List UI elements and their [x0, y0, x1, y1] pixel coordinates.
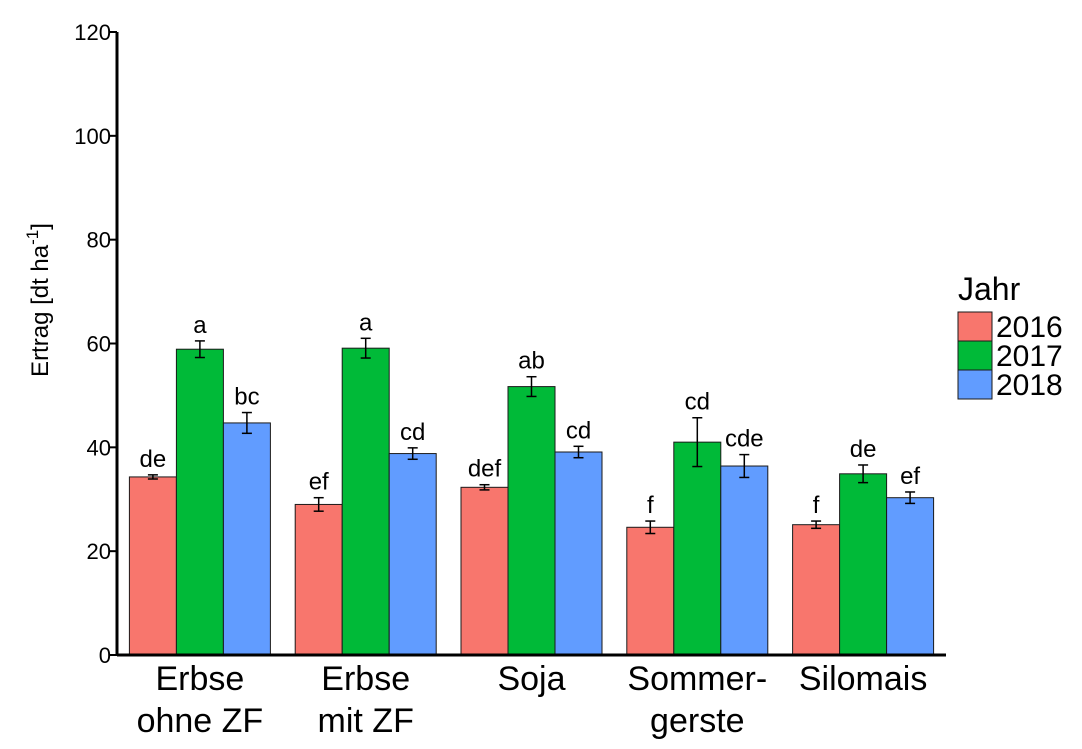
bars-layer: [128, 347, 935, 656]
legend-swatch: [957, 369, 993, 400]
y-tick-label: 60: [87, 332, 111, 357]
significance-letter: ab: [518, 348, 545, 375]
bar: [792, 524, 841, 656]
significance-letter: bc: [234, 384, 259, 411]
significance-letter: cde: [725, 426, 764, 453]
error-bars-layer: [147, 337, 916, 535]
legend-label: 2018: [996, 369, 1063, 402]
y-tick-label: 20: [87, 539, 111, 564]
significance-letter: de: [850, 436, 877, 463]
bar: [673, 441, 722, 656]
significance-letter: def: [468, 456, 502, 483]
significance-letter: cd: [566, 417, 591, 444]
significance-letter: cd: [685, 389, 710, 416]
significance-letter: f: [813, 492, 820, 519]
x-category-label: Erbse: [321, 660, 410, 698]
x-category-labels: Erbse ohne ZF Erbse mit ZF Soja Sommer-gerste…: [137, 660, 928, 740]
bar: [720, 465, 769, 656]
x-category-label: Erbse: [155, 660, 244, 698]
x-category-label: Sommer-: [627, 660, 767, 698]
significance-letter: a: [359, 309, 373, 336]
bar: [886, 497, 935, 656]
legend-title: Jahr: [958, 271, 1021, 307]
bar: [128, 476, 177, 656]
x-category-label: Silomais: [799, 660, 927, 698]
x-category-label: mit ZF: [318, 702, 414, 740]
y-tick-label: 0: [99, 643, 111, 668]
y-axis-title: Ertrag [dt ha-1]: [23, 223, 54, 377]
bar: [839, 473, 888, 656]
bar: [554, 451, 603, 656]
y-tick-label: 80: [87, 228, 111, 253]
x-category-label: gerste: [650, 702, 745, 740]
significance-letter: de: [140, 446, 167, 473]
bar: [341, 347, 390, 656]
y-ticks-layer: 0 20 40 60 80 100 120: [74, 20, 117, 668]
bar: [626, 526, 675, 656]
x-category-label: Soja: [497, 660, 565, 698]
bar: [388, 453, 437, 656]
legend-label: 2017: [996, 340, 1063, 373]
legend-label: 2016: [996, 311, 1063, 344]
bar: [460, 486, 509, 656]
y-tick-label: 100: [74, 124, 111, 149]
x-category-label: ohne ZF: [137, 702, 264, 740]
bar: [175, 348, 224, 656]
significance-letter: f: [647, 492, 654, 519]
significance-letter: a: [193, 312, 207, 339]
legend-swatch: [957, 311, 993, 342]
significance-letter: ef: [900, 463, 920, 490]
bar: [294, 503, 343, 656]
significance-letter: ef: [309, 469, 329, 496]
significance-letter: cd: [400, 419, 425, 446]
y-tick-label: 120: [74, 20, 111, 45]
y-tick-label: 40: [87, 435, 111, 460]
bar: [222, 422, 271, 656]
bar: [507, 386, 556, 656]
legend-swatch: [957, 340, 993, 371]
